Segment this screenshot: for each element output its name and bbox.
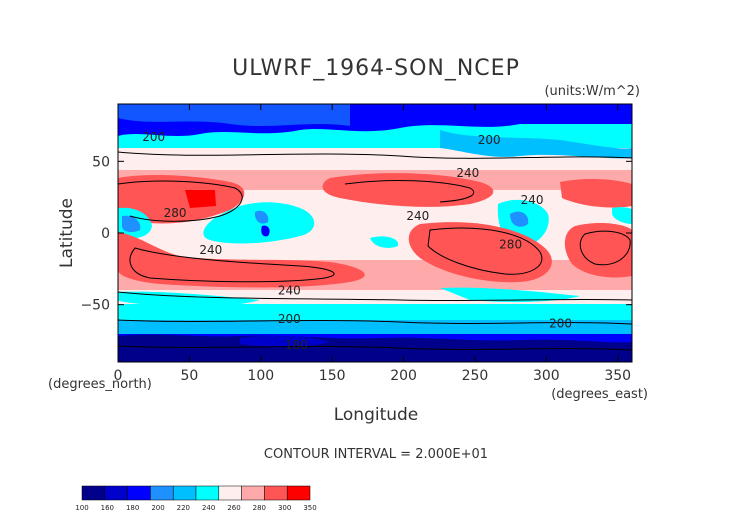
band-south-high [118,304,632,320]
colorbar: 100 160 180 200 220 240 260 280 300 350 [75,485,317,512]
contour-label: 200 [478,133,501,147]
contour-label: 240 [199,243,222,257]
heatmap-field: 200 200 240 240 240 280 280 240 240 200 200 180 [118,104,632,362]
colorbar-label: 240 [202,504,215,512]
colorbar-label: 260 [227,504,240,512]
y-tick-label: 50 [92,154,110,170]
contour-label: 240 [278,283,301,297]
colorbar-swatch [150,485,174,501]
red-region-atlantic-s [564,223,632,278]
contour-label: 280 [164,206,187,220]
red-region-pacific-s [408,222,552,283]
contour-label: 200 [142,130,165,144]
contour-lines [118,151,632,351]
colorbar-label: 200 [151,504,164,512]
cyan-patch-south-1 [118,291,260,307]
contour-label: 180 [285,338,308,352]
x-unit-label: (degrees_east) [551,387,648,402]
cyan-region-maritime [203,202,315,244]
x-tick-label: 150 [319,368,346,384]
x-axis-label: Longitude [334,405,419,425]
contour-label: 200 [278,312,301,326]
cyan-patch-pacific [370,236,399,248]
colorbar-label: 220 [177,504,190,512]
x-tick-label: 100 [247,368,274,384]
colorbar-label: 100 [75,504,88,512]
y-axis-ticks: 50 0 −50 [80,154,632,314]
colorbar-swatch [104,485,128,501]
colorbar-label: 160 [101,504,114,512]
red-region-atlantic-n [560,178,632,208]
north-lightblue-region [118,104,350,126]
colorbar-swatch [127,485,151,501]
colorbar-swatch [218,485,242,501]
colorbar-label: 280 [253,504,266,512]
contour-pacific-s-280 [427,227,543,275]
contour-label: 240 [456,166,479,180]
colorbar-swatch [286,485,311,501]
colorbar-swatch [172,485,197,501]
north-cyan-patch [440,130,632,159]
x-tick-label: 200 [390,368,417,384]
contour-label: 280 [499,237,522,251]
contour-indian-s-280 [129,247,335,283]
y-unit-label: (degrees_north) [48,377,152,392]
blue-patch-africa [122,215,141,233]
units-label: (units:W/m^2) [544,84,640,99]
y-tick-label: 0 [101,226,110,242]
south-polar-patch [240,335,330,347]
contour-south-200 [118,319,632,325]
contour-pacific-n-280 [344,180,475,203]
contour-africa-280 [118,180,243,222]
contour-label: 240 [406,209,429,223]
blue-patch-maritime-1 [254,210,269,224]
blue-patch-maritime-2 [261,225,270,237]
max-region-sahara [185,190,216,208]
contour-atlantic-s-280 [579,230,631,266]
x-tick-label: 350 [604,368,631,384]
contour-south-180 [118,345,632,351]
y-axis-label: Latitude [57,198,77,268]
contour-interval-note: CONTOUR INTERVAL = 2.000E+01 [264,447,488,462]
colorbar-swatch [81,485,106,501]
colorbar-swatch [264,485,288,501]
x-axis-ticks: 0 50 100 150 200 250 300 350 [114,104,631,384]
cyan-patch-south-2 [440,287,580,303]
chart-title: ULWRF_1964-SON_NCEP [232,56,520,81]
contour-north-220 [118,151,632,159]
colorbar-label: 300 [278,504,291,512]
contour-labels: 200 200 240 240 240 280 280 240 240 200 200 180 [142,130,572,352]
colorbar-swatch [241,485,265,501]
x-tick-label: 300 [533,368,560,384]
colorbar-swatch [195,485,220,501]
x-tick-label: 50 [180,368,198,384]
contour-south-240 [118,291,632,302]
contour-label: 200 [549,316,572,330]
red-region-indian-s [118,232,365,288]
x-tick-label: 0 [114,368,123,384]
colorbar-label: 350 [303,504,316,512]
colorbar-label: 180 [126,504,139,512]
contour-label: 240 [521,193,544,207]
x-tick-label: 250 [462,368,489,384]
red-region-africa [118,175,245,224]
blue-patch-america [510,211,529,227]
cyan-patch-atlantic [612,207,632,224]
y-tick-label: −50 [80,298,110,314]
